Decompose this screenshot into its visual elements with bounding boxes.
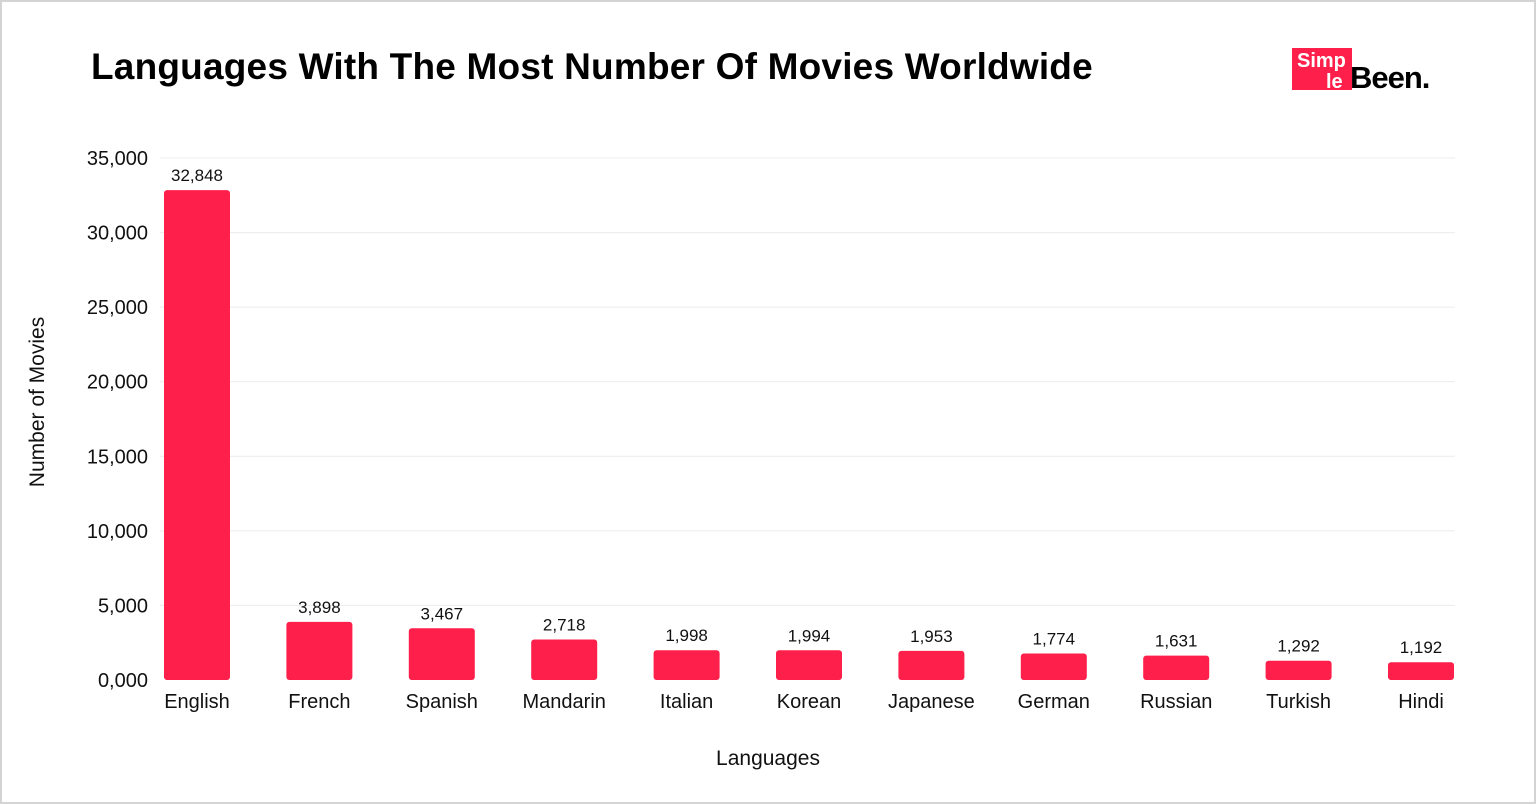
bar-german [1020, 653, 1087, 680]
x-tick-label: Japanese [888, 691, 975, 713]
simplebeen-logo: Simp le Been. [1292, 48, 1430, 90]
y-tick-label: 5,000 [98, 595, 148, 617]
y-tick-label: 10,000 [87, 521, 148, 543]
y-tick-label: 30,000 [87, 223, 148, 245]
data-label: 1,953 [910, 627, 953, 646]
x-tick-label: German [1018, 691, 1090, 713]
bar-turkish [1265, 660, 1332, 680]
chart-title: Languages With The Most Number Of Movies… [91, 46, 1093, 87]
x-tick-label: English [164, 691, 230, 713]
bar-hindi [1388, 662, 1454, 680]
y-tick-label: 25,000 [87, 297, 148, 319]
data-label: 1,631 [1155, 632, 1198, 651]
bar-french [286, 621, 353, 680]
svg-text:Been.: Been. [1350, 60, 1429, 90]
y-tick-label: 15,000 [87, 446, 148, 468]
y-tick-label: 0,000 [98, 670, 148, 692]
data-label: 32,848 [171, 166, 223, 185]
y-axis-label: Number of Movies [26, 317, 49, 487]
x-tick-label: Russian [1140, 691, 1212, 713]
svg-text:le: le [1326, 71, 1343, 90]
bar-spanish [408, 628, 475, 680]
y-tick-label: 20,000 [87, 372, 148, 394]
data-label: 3,898 [298, 598, 341, 617]
bar-japanese [898, 650, 965, 680]
data-label: 1,774 [1033, 630, 1076, 649]
x-tick-label: Turkish [1266, 691, 1331, 713]
x-axis-label: Languages [716, 747, 820, 770]
data-label: 1,994 [788, 626, 831, 645]
data-label: 1,998 [665, 626, 708, 645]
x-tick-label: Hindi [1398, 691, 1444, 713]
svg-text:Simp: Simp [1297, 50, 1346, 72]
bar-italian [653, 650, 720, 680]
bar-mandarin [531, 639, 598, 680]
bar-english [164, 190, 230, 681]
x-tick-label: Spanish [406, 691, 478, 713]
data-label: 1,192 [1400, 638, 1443, 657]
x-tick-label: Italian [660, 691, 713, 713]
data-label: 3,467 [421, 604, 464, 623]
bar-korean [776, 650, 842, 680]
y-tick-label: 35,000 [87, 148, 148, 170]
x-tick-label: French [288, 691, 350, 713]
x-tick-label: Mandarin [523, 691, 606, 713]
x-tick-label: Korean [777, 691, 842, 713]
bar-russian [1143, 655, 1210, 680]
data-label: 1,292 [1277, 637, 1320, 656]
data-label: 2,718 [543, 615, 586, 634]
